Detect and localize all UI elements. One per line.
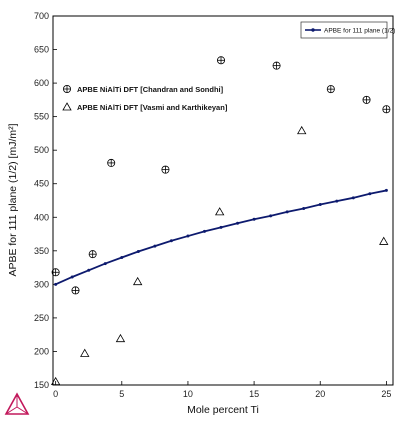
y-tick-label: 700 bbox=[34, 11, 49, 21]
triangle-point bbox=[297, 125, 307, 135]
line-point bbox=[236, 221, 240, 225]
circle-plus-point bbox=[71, 286, 80, 295]
line-point bbox=[169, 239, 173, 243]
y-tick-label: 350 bbox=[34, 246, 49, 256]
line-point bbox=[87, 268, 91, 272]
line-point bbox=[302, 207, 306, 211]
y-tick-label: 650 bbox=[34, 45, 49, 55]
x-tick-label: 5 bbox=[119, 389, 124, 399]
line-point bbox=[384, 188, 388, 192]
line-point bbox=[120, 256, 124, 260]
x-tick-label: 20 bbox=[315, 389, 325, 399]
line-point bbox=[186, 234, 190, 238]
y-axis-ticks: 150 200 250 300 350 400 450 500 550 600 650 700 bbox=[34, 11, 57, 390]
line-point bbox=[351, 196, 355, 200]
annotation-vasmi: APBE NiAlTi DFT [Vasmi and Karthikeyan] bbox=[62, 102, 228, 112]
line-point bbox=[136, 249, 140, 253]
circle-plus-point bbox=[382, 105, 391, 114]
y-tick-label: 550 bbox=[34, 112, 49, 122]
line-point bbox=[318, 203, 322, 207]
line-point bbox=[54, 282, 58, 286]
x-tick-label: 25 bbox=[381, 389, 391, 399]
line-point bbox=[153, 244, 157, 248]
circle-plus-point bbox=[272, 61, 281, 70]
triangle-point bbox=[115, 333, 126, 343]
x-tick-label: 15 bbox=[249, 389, 259, 399]
line-point bbox=[252, 217, 256, 221]
line-point bbox=[219, 225, 223, 229]
circle-plus-point bbox=[88, 250, 97, 259]
line-point bbox=[335, 199, 339, 203]
legend-marker-swatch bbox=[311, 28, 315, 32]
legend-box bbox=[300, 21, 388, 39]
x-tick-label: 10 bbox=[183, 389, 193, 399]
series-line bbox=[55, 189, 387, 286]
y-tick-label: 500 bbox=[34, 145, 49, 155]
y-tick-label: 300 bbox=[34, 279, 49, 289]
triangle-marker-icon bbox=[62, 102, 72, 111]
thermo-calc-logo-icon bbox=[4, 392, 30, 415]
circle-plus-point bbox=[51, 268, 60, 277]
line-point bbox=[368, 192, 372, 196]
x-tick-label: 0 bbox=[53, 389, 58, 399]
x-axis-ticks: 0 5 10 15 20 25 bbox=[53, 381, 391, 399]
triangle-point bbox=[132, 276, 143, 286]
y-tick-label: 250 bbox=[34, 313, 49, 323]
y-axis-label: APBE for 111 plane (1/2) [mJ/m²] bbox=[7, 123, 19, 276]
triangle-point bbox=[80, 348, 90, 357]
y-tick-label: 200 bbox=[34, 346, 49, 356]
legend-label: APBE for 111 plane (1/2) bbox=[324, 28, 395, 35]
circle-plus-point bbox=[107, 158, 116, 167]
y-tick-label: 150 bbox=[34, 380, 49, 390]
line-point bbox=[202, 229, 206, 233]
y-tick-label: 450 bbox=[34, 179, 49, 189]
line-point bbox=[285, 210, 289, 214]
circle-plus-point bbox=[326, 85, 335, 94]
line-point bbox=[269, 214, 273, 218]
line-point bbox=[70, 275, 74, 279]
circle-plus-point bbox=[362, 95, 371, 104]
circle-plus-point bbox=[161, 165, 170, 174]
line-point bbox=[103, 262, 107, 266]
triangle-point bbox=[50, 376, 61, 386]
legend: APBE for 111 plane (1/2) bbox=[300, 21, 395, 39]
triangle-point bbox=[379, 236, 389, 245]
x-axis-label: Mole percent Ti bbox=[187, 404, 259, 416]
y-tick-label: 600 bbox=[34, 78, 49, 88]
annotation-chandran-text: APBE NiAlTi DFT [Chandran and Sondhi] bbox=[77, 85, 224, 94]
annotation-chandran: APBE NiAlTi DFT [Chandran and Sondhi] bbox=[63, 85, 224, 94]
plot-frame bbox=[52, 15, 394, 386]
circle-plus-marker-icon bbox=[63, 85, 72, 94]
triangle-point bbox=[215, 207, 225, 216]
annotation-vasmi-text: APBE NiAlTi DFT [Vasmi and Karthikeyan] bbox=[77, 103, 228, 112]
y-tick-label: 400 bbox=[34, 212, 49, 222]
series-layer bbox=[50, 56, 391, 386]
circle-plus-point bbox=[217, 56, 226, 65]
